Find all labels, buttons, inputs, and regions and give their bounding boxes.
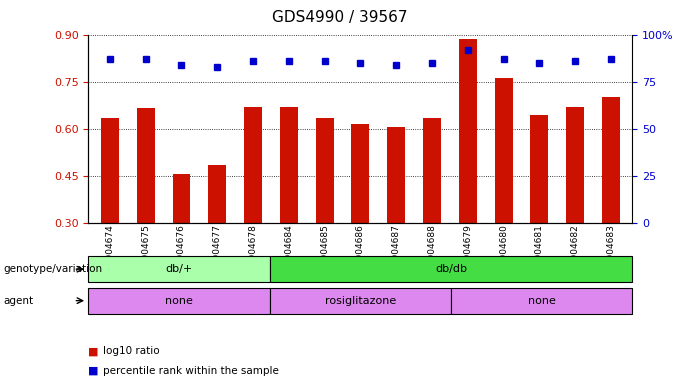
- Text: none: none: [528, 296, 556, 306]
- Bar: [208, 165, 226, 223]
- Bar: [566, 107, 584, 223]
- Text: ■: ■: [88, 346, 99, 356]
- Text: db/db: db/db: [435, 264, 467, 274]
- Text: rosiglitazone: rosiglitazone: [325, 296, 396, 306]
- Bar: [280, 107, 298, 223]
- Text: ■: ■: [88, 366, 99, 376]
- Bar: [137, 108, 154, 223]
- Bar: [173, 174, 190, 223]
- Bar: [459, 39, 477, 223]
- Text: GDS4990 / 39567: GDS4990 / 39567: [272, 10, 408, 25]
- Bar: [494, 78, 513, 223]
- Bar: [101, 118, 119, 223]
- Bar: [530, 114, 548, 223]
- Bar: [244, 107, 262, 223]
- Text: percentile rank within the sample: percentile rank within the sample: [103, 366, 279, 376]
- Bar: [352, 124, 369, 223]
- Bar: [423, 118, 441, 223]
- Text: log10 ratio: log10 ratio: [103, 346, 160, 356]
- Text: agent: agent: [3, 296, 33, 306]
- Bar: [602, 97, 620, 223]
- Text: none: none: [165, 296, 193, 306]
- Bar: [387, 127, 405, 223]
- Bar: [316, 118, 334, 223]
- Text: db/+: db/+: [165, 264, 192, 274]
- Text: genotype/variation: genotype/variation: [3, 264, 103, 274]
